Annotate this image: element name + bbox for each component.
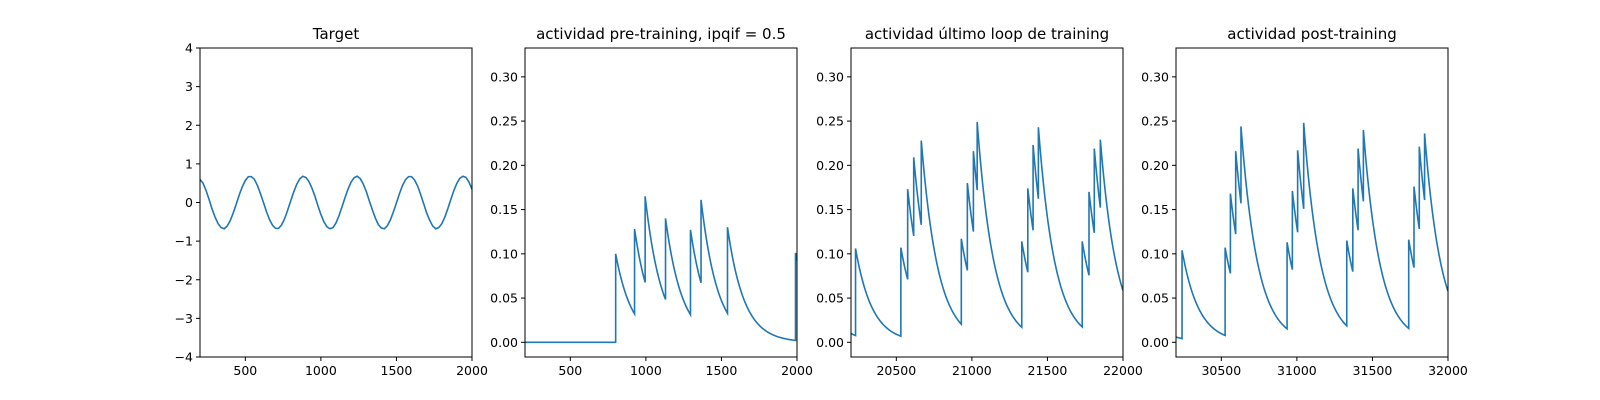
y-tick-label: 0.05	[490, 291, 518, 306]
y-tick-label: 3	[185, 79, 193, 94]
chart-panel-4: 30500 31000 31500 32000 0.00 0.05 0.10 0.15 0.20…	[1141, 25, 1468, 378]
x-tick-label: 32000	[1428, 363, 1468, 378]
y-tick-label: −1	[175, 234, 193, 249]
y-tick-label: 0.15	[816, 202, 844, 217]
x-tick-label: 31500	[1353, 363, 1393, 378]
x-tick-label: 20500	[876, 363, 916, 378]
y-tick-label: 0.20	[1141, 158, 1169, 173]
y-tick-label: 0.25	[490, 114, 518, 129]
x-tick-label: 1000	[630, 363, 662, 378]
series-line-3-1	[851, 121, 1123, 338]
y-tick-label: 0.00	[1141, 335, 1169, 350]
x-tick-label: 1000	[305, 363, 337, 378]
chart-title-3: actividad último loop de training	[865, 25, 1109, 43]
y-tick-label: 0.20	[816, 158, 844, 173]
x-tick-label: 21500	[1028, 363, 1068, 378]
y-tick-label: 0.10	[490, 246, 518, 261]
y-tick-label: 0.00	[490, 335, 518, 350]
axes-frame	[199, 47, 473, 358]
y-tick-label: 4	[185, 41, 193, 56]
y-tick-label: 0	[185, 195, 193, 210]
chart-title-4: actividad post-training	[1227, 25, 1396, 43]
chart-panel-2: 500 1000 1500 2000 0.00 0.05 0.10 0.15 0.20 0.25 0…	[490, 25, 813, 378]
series-line-2-1	[525, 196, 797, 344]
chart-title-2: actividad pre-training, ipqif = 0.5	[536, 25, 786, 43]
y-tick-label: −2	[175, 272, 193, 287]
y-tick-label: 1	[185, 156, 193, 171]
y-tick-label: 2	[185, 118, 193, 133]
x-tick-label: 1500	[381, 363, 413, 378]
y-tick-label: 0.30	[490, 69, 518, 84]
y-tick-label: 0.00	[816, 335, 844, 350]
axes-frame	[1175, 47, 1449, 358]
y-tick-label: 0.05	[816, 291, 844, 306]
y-tick-label: 0.10	[816, 246, 844, 261]
y-tick-label: 0.30	[816, 69, 844, 84]
x-tick-label: 31000	[1277, 363, 1317, 378]
y-tick-label: 0.20	[490, 158, 518, 173]
x-tick-label: 30500	[1201, 363, 1241, 378]
y-tick-label: 0.25	[1141, 114, 1169, 129]
axes-frame	[850, 47, 1124, 358]
y-tick-label: −4	[175, 350, 193, 365]
x-tick-label: 2000	[456, 363, 488, 378]
x-tick-label: 500	[558, 363, 582, 378]
chart-panel-3: 20500 21000 21500 22000 0.00 0.05 0.10 0.15 0.20…	[816, 25, 1143, 378]
y-tick-label: 0.15	[490, 202, 518, 217]
y-tick-label: 0.10	[1141, 246, 1169, 261]
y-tick-label: 0.30	[1141, 69, 1169, 84]
series-line-1-1	[200, 175, 472, 230]
x-tick-label: 1500	[706, 363, 738, 378]
y-tick-label: −3	[175, 311, 193, 326]
x-tick-label: 500	[233, 363, 257, 378]
chart-panel-1: 500 1000 1500 2000 −4 −3 −2 −1 0 1 2 3 4 Target	[175, 25, 488, 378]
y-tick-label: 0.15	[1141, 202, 1169, 217]
x-tick-label: 2000	[781, 363, 813, 378]
axes-frame	[524, 47, 798, 358]
y-tick-label: 0.05	[1141, 291, 1169, 306]
chart-title-1: Target	[312, 25, 360, 43]
y-tick-label: 0.25	[816, 114, 844, 129]
x-tick-label: 21000	[952, 363, 992, 378]
x-tick-label: 22000	[1103, 363, 1143, 378]
series-line-4-1	[1176, 122, 1448, 340]
